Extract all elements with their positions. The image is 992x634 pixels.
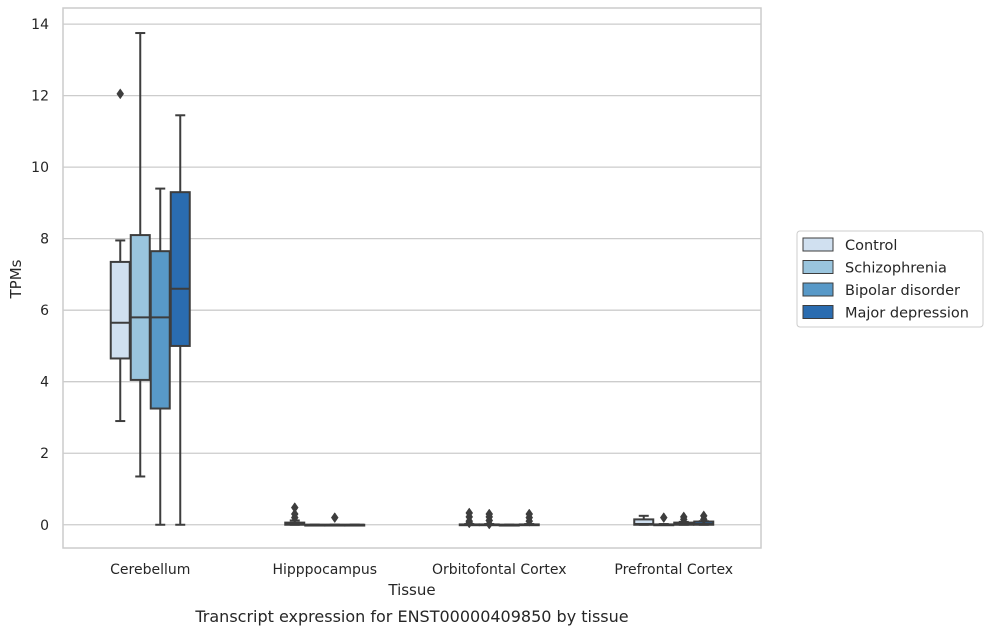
box-iqr: [129, 234, 151, 381]
x-tick-label: Orbitofontal Cortex: [432, 562, 567, 578]
y-tick-label: 6: [40, 303, 49, 319]
x-tick-label: Cerebellum: [110, 562, 190, 578]
box-series: [109, 32, 715, 530]
box-bipolar-disorder: [673, 511, 695, 526]
outlier-point: [290, 508, 299, 520]
legend-label: Schizophrenia: [845, 261, 947, 277]
legend-swatch: [802, 305, 834, 319]
box-control: [109, 88, 131, 423]
box-major-depression: [693, 510, 715, 526]
x-axis-label: Tissue: [387, 581, 435, 599]
box-major-depression: [518, 508, 540, 527]
y-tick-label: 0: [40, 518, 49, 534]
box-control: [284, 502, 306, 526]
y-axis-label: TPMs: [7, 259, 25, 299]
outlier-point: [465, 507, 474, 519]
legend-label: Bipolar disorder: [845, 283, 960, 299]
box-major-depression: [169, 114, 191, 526]
outlier-point: [699, 510, 708, 522]
chart-caption: Transcript expression for ENST0000040985…: [194, 607, 628, 626]
legend: Control Schizophrenia Bipolar disorder Majo…: [796, 230, 984, 328]
box-schizophrenia: [478, 508, 500, 530]
box-iqr: [169, 191, 191, 347]
y-tick-label: 12: [31, 89, 49, 105]
legend-frame: [796, 230, 984, 328]
y-tick-label: 10: [31, 160, 49, 176]
x-tick-label: Prefrontal Cortex: [614, 562, 733, 578]
x-tick-label: Hipppocampus: [272, 562, 377, 578]
y-tick-label: 2: [40, 446, 49, 462]
legend-swatch: [802, 260, 834, 274]
legend-swatch: [802, 282, 834, 297]
box-bipolar-disorder: [324, 512, 346, 527]
y-tick-label: 14: [31, 17, 49, 33]
legend-label: Major depression: [845, 306, 969, 322]
y-tick-label: 8: [40, 232, 49, 248]
outlier-point: [659, 512, 668, 524]
outlier-point: [679, 511, 688, 523]
legend-swatch: [802, 237, 834, 252]
box-schizophrenia: [304, 523, 326, 527]
outlier-point: [525, 508, 534, 520]
y-tick-label: 4: [40, 375, 49, 391]
outlier-point: [485, 508, 494, 520]
plot-frame: [62, 7, 762, 549]
y-tick-labels: 0 2 4 6 8 10 12 14: [31, 17, 49, 534]
outlier-point: [116, 88, 125, 100]
x-tick-labels: Cerebellum Hipppocampus Orbitofontal Corte…: [110, 562, 733, 578]
box-bipolar-disorder: [498, 523, 520, 527]
box-control: [633, 514, 655, 526]
outlier-point: [290, 502, 299, 514]
box-iqr: [149, 250, 171, 410]
legend-label: Control: [845, 238, 897, 254]
box-major-depression: [344, 523, 366, 527]
box-iqr: [109, 260, 131, 360]
outlier-point: [330, 512, 339, 524]
